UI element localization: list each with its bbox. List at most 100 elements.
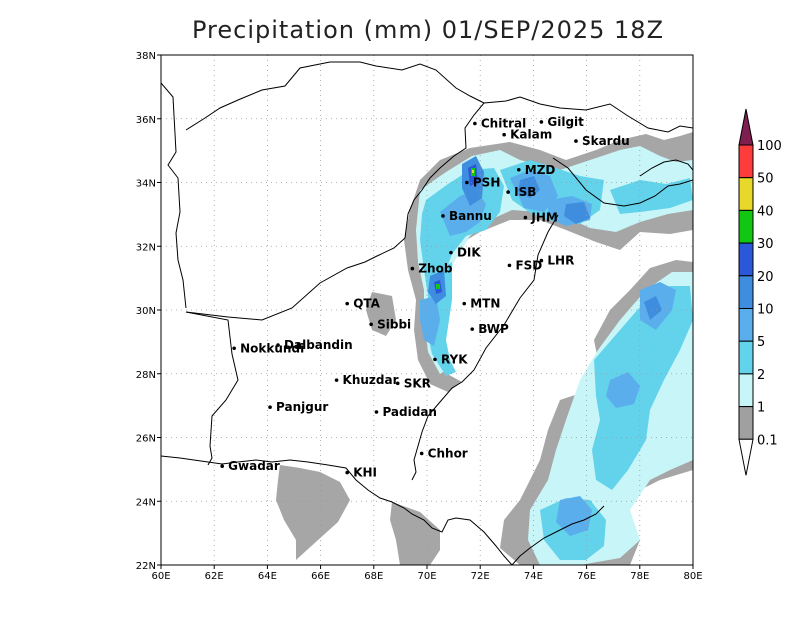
x-tick-label: 62E [205,571,224,582]
city-label: ISB [514,185,536,199]
city-label: Kalam [510,128,552,142]
india-pakistan-border [411,214,559,481]
colorbar: 100 50 40 30 20 10 5 2 1 0.1 [738,108,782,476]
y-tick-label: 34N [136,179,156,190]
y-tick-label: 38N [136,51,156,62]
y-tick-label: 28N [136,370,156,381]
colorbar-segment [738,406,754,440]
city-label: FSD [515,258,542,272]
city-label: Dalbandin [284,338,353,352]
city-marker [268,405,272,410]
colorbar-label: 100 [757,139,782,154]
city-label: DIK [457,246,481,260]
precipitation-field [276,132,693,565]
city-label: Bannu [449,209,492,223]
city-marker [462,301,467,306]
city-label: Chitral [481,117,526,131]
northeast-border [639,159,693,177]
precip-region [518,176,540,198]
colorbar-label: 10 [757,303,774,318]
city-marker [506,190,510,194]
colorbar-segment [738,177,754,211]
colorbar-label: 50 [757,172,774,187]
city-marker [470,327,475,331]
city-label: PSH [473,176,500,190]
city-marker [345,301,350,306]
x-tick-label: 60E [151,571,170,582]
city-marker [441,214,445,218]
city-label: QTA [353,297,380,311]
city-marker [516,167,521,172]
city-marker [433,357,437,362]
y-tick-label: 26N [136,434,156,445]
city-marker [419,451,424,456]
city-label: RYK [441,352,468,366]
city-label: LHR [547,254,574,268]
afghanistan-north-border [185,61,485,131]
colorbar-segment [738,373,754,408]
country-borders [161,61,693,565]
city-marker [507,263,512,268]
city-marker [473,121,477,126]
city-marker [220,464,224,468]
colorbar-segment [738,209,754,244]
y-axis-ticks: 22N 24N 26N 28N 30N 32N 34N 36N 38N [136,51,161,572]
afghanistan-pakistan-border [185,96,521,321]
precip-region [606,372,640,408]
city-label: Sibbi [377,317,411,331]
colorbar-label: 5 [757,335,765,350]
iran-pakistan-border [185,311,239,466]
colorbar-label: 30 [757,237,774,252]
city-label: Khuzdar [343,373,399,387]
x-tick-label: 74E [524,571,543,582]
colorbar-label: 1 [757,401,765,416]
city-marker [345,470,350,475]
colorbar-segment [738,340,754,375]
city-marker [502,132,506,137]
city-label: Gwadar [228,459,280,473]
iran-afghanistan-border [161,82,187,309]
city-label: MTN [470,297,500,311]
precip-region [644,296,662,320]
city-label: Gilgit [547,115,584,129]
city-marker [334,378,339,382]
colorbar-top-arrow [738,108,754,146]
precip-region [436,284,440,289]
x-tick-label: 72E [471,571,490,582]
city-label: Chhor [428,446,468,460]
x-tick-label: 64E [258,571,277,582]
x-axis-ticks: 60E 62E 64E 66E 68E 70E 72E 74E 76E 78E 80E [151,565,703,582]
city-label: Zhob [418,262,452,276]
x-tick-label: 78E [630,571,649,582]
precip-region [564,202,590,224]
colorbar-label: 0.1 [757,433,778,448]
precip-region [472,170,474,173]
colorbar-segment [738,242,754,277]
x-tick-label: 68E [364,571,383,582]
y-tick-label: 24N [136,497,156,508]
precip-region [556,496,592,536]
city-marker [410,266,415,271]
city-marker [523,215,528,220]
colorbar-segment [738,275,754,309]
colorbar-label: 2 [757,368,765,383]
city-marker [232,346,236,351]
colorbar-label: 20 [757,270,774,285]
precip-region [390,502,440,565]
city-label: SKR [404,376,431,390]
colorbar-segment [738,144,754,179]
x-tick-label: 76E [577,571,596,582]
city-label: Panjgur [276,400,328,414]
city-marker [276,343,280,347]
x-tick-label: 80E [683,571,702,582]
city-marker [539,120,544,124]
precip-region [420,296,440,346]
x-tick-label: 66E [311,571,330,582]
city-label: MZD [525,163,556,177]
coastline [161,455,513,565]
city-marker [465,180,469,185]
city-marker [449,250,453,255]
colorbar-segment [738,308,754,342]
